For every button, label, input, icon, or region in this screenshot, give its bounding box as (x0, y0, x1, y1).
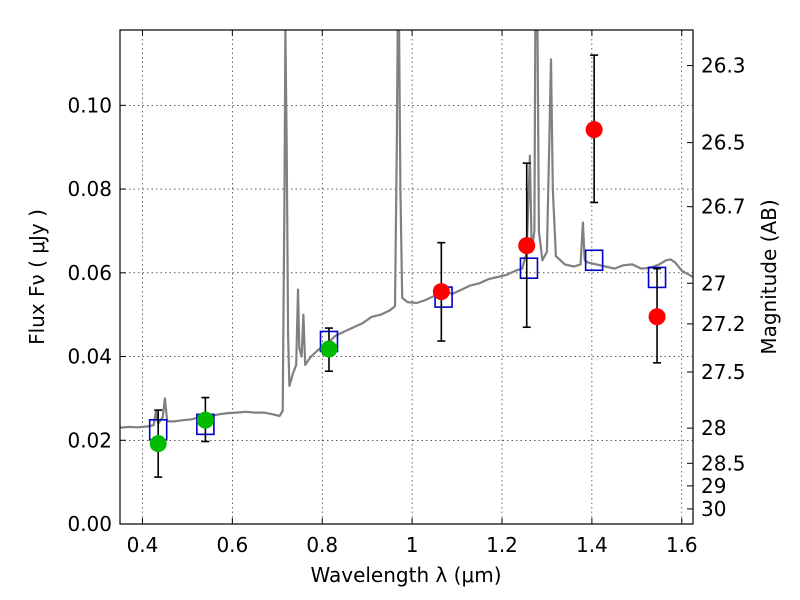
plot-area (120, 30, 693, 429)
x-tick-label: 1.6 (666, 533, 698, 557)
grid-lines (120, 30, 693, 525)
x-tick-label: 1.4 (576, 533, 608, 557)
observed-point (320, 340, 338, 358)
y2-tick-label: 26.7 (701, 195, 746, 219)
y-tick-label: 0.06 (67, 261, 112, 285)
y2-tick-label: 29 (701, 474, 726, 498)
y2-tick-label: 28.5 (701, 451, 746, 475)
y-axis-title: Flux Fν ( μJy ) (25, 209, 49, 345)
observed-point (196, 411, 214, 429)
observed-point (518, 237, 536, 255)
y2-tick-label: 30 (701, 497, 726, 521)
x-tick-label: 0.8 (306, 533, 338, 557)
observed-point (149, 435, 167, 453)
y2-tick-label: 26.5 (701, 131, 746, 155)
x-axis-title: Wavelength λ (μm) (310, 563, 501, 587)
model-point (584, 249, 604, 272)
y2-tick-label: 28 (701, 416, 726, 440)
observed-point (585, 121, 603, 139)
y2-axis-title: Magnitude (AB) (757, 199, 781, 354)
y-tick-label: 0.04 (67, 345, 112, 369)
plot-background (120, 30, 693, 524)
marker-layer (148, 54, 667, 478)
x-tick-label: 1.2 (486, 533, 518, 557)
y-tick-label: 0.08 (67, 177, 112, 201)
model-point (519, 257, 539, 280)
x-tick-label: 0.4 (127, 533, 159, 557)
y-tick-label: 0.02 (67, 428, 112, 452)
y-tick-label: 0.00 (67, 512, 112, 536)
y2-tick-label: 26.3 (701, 54, 746, 78)
y2-tick-label: 27 (701, 271, 726, 295)
observed-point (432, 283, 450, 301)
observed-point (648, 308, 666, 326)
y2-tick-label: 27.2 (701, 312, 746, 336)
plot-frame (119, 29, 694, 525)
axes: 0.4 0.6 0.8 1 1.2 1.4 1.6 0.00 0.02 0.04 0.06 0.08 0… (67, 30, 746, 557)
x-tick-label: 0.6 (216, 533, 248, 557)
x-tick-label: 1 (406, 533, 419, 557)
y-tick-label: 0.10 (67, 93, 112, 117)
spectrum-line (120, 30, 693, 429)
y2-tick-label: 27.5 (701, 360, 746, 384)
